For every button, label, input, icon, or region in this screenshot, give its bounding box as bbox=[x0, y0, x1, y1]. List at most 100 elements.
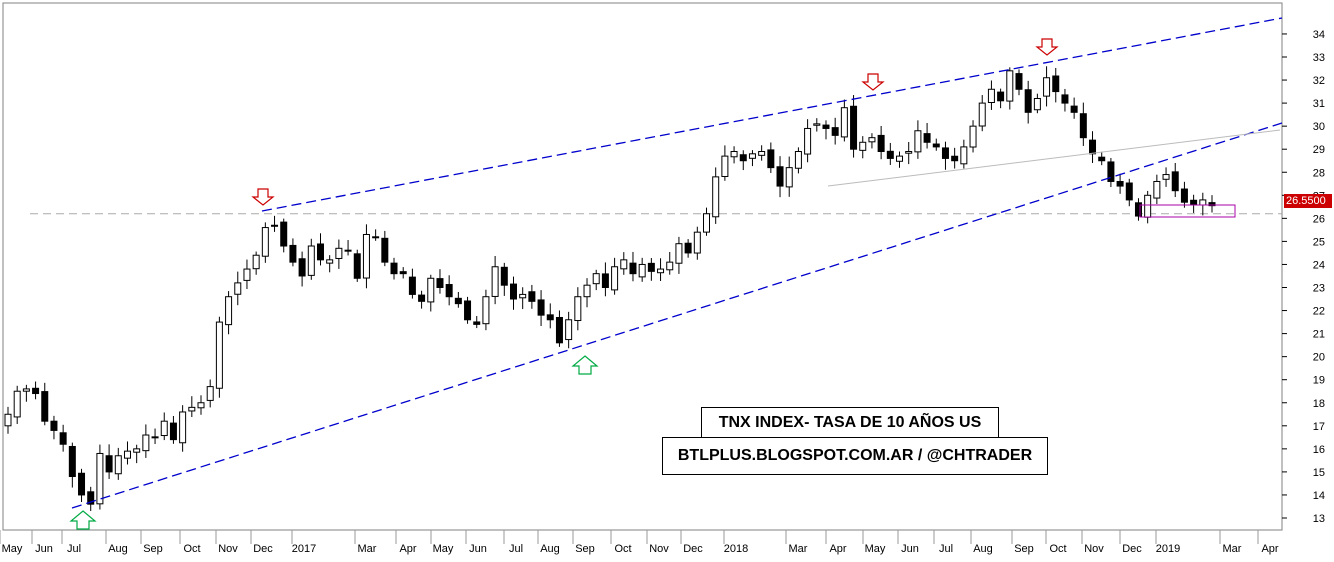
x-tick-label: Nov bbox=[218, 543, 238, 555]
candle-body bbox=[1180, 188, 1188, 203]
candle-body bbox=[941, 147, 949, 159]
candle-body bbox=[537, 299, 545, 316]
candle-body bbox=[1006, 70, 1014, 102]
candle-body bbox=[684, 242, 692, 254]
candle-body bbox=[905, 151, 913, 154]
x-tick-label: Sep bbox=[575, 543, 595, 555]
candle-body bbox=[78, 472, 86, 496]
y-tick-label: 31 bbox=[1313, 98, 1325, 110]
x-tick-label: Aug bbox=[973, 543, 993, 555]
candle-body bbox=[418, 294, 426, 302]
candle-body bbox=[500, 266, 508, 286]
candle-body bbox=[601, 273, 609, 288]
candle-body bbox=[316, 243, 324, 261]
candle-body bbox=[712, 176, 720, 218]
candle-body bbox=[868, 137, 876, 143]
x-tick-label: May bbox=[2, 543, 23, 555]
candle-body bbox=[1125, 182, 1133, 201]
x-tick-label: Aug bbox=[540, 543, 560, 555]
candle-body bbox=[160, 420, 168, 437]
candle-body bbox=[574, 296, 582, 322]
candle-body bbox=[243, 268, 251, 281]
candle-body bbox=[703, 213, 711, 233]
candle-body bbox=[445, 284, 453, 298]
y-tick-label: 13 bbox=[1313, 513, 1325, 525]
candle-body bbox=[307, 245, 315, 276]
candle-body bbox=[68, 445, 76, 478]
candle-body bbox=[491, 266, 499, 297]
candle-body bbox=[528, 291, 536, 302]
x-tick-label: May bbox=[865, 543, 886, 555]
support-zone-box bbox=[1139, 204, 1236, 218]
candle-body bbox=[767, 149, 775, 169]
candle-body bbox=[96, 452, 104, 505]
candle-body bbox=[454, 297, 462, 305]
last-price-badge: 26.5500 bbox=[1284, 194, 1332, 208]
x-tick-label: Nov bbox=[649, 543, 669, 555]
candle-body bbox=[850, 105, 858, 150]
candle-body bbox=[215, 321, 223, 389]
candle-body bbox=[1024, 89, 1032, 113]
x-tick-label: Jun bbox=[35, 543, 53, 555]
x-tick-label: Jul bbox=[939, 543, 953, 555]
candle-body bbox=[372, 236, 380, 239]
candle-body bbox=[896, 155, 904, 162]
candle-body bbox=[969, 125, 977, 148]
y-tick-label: 29 bbox=[1313, 144, 1325, 156]
candle-body bbox=[482, 296, 490, 325]
y-tick-label: 33 bbox=[1313, 52, 1325, 64]
y-tick-label: 19 bbox=[1313, 375, 1325, 387]
candle-body bbox=[225, 296, 233, 326]
candle-body bbox=[840, 107, 848, 138]
candle-body bbox=[464, 300, 472, 321]
candle-body bbox=[951, 155, 959, 162]
candle-body bbox=[206, 386, 214, 401]
candle-body bbox=[546, 314, 554, 321]
x-tick-label: Jun bbox=[901, 543, 919, 555]
candle-body bbox=[629, 262, 637, 275]
chart-title-box: TNX INDEX- TASA DE 10 AÑOS US bbox=[701, 407, 999, 438]
y-tick-label: 23 bbox=[1313, 283, 1325, 295]
upper-channel-line bbox=[261, 17, 1283, 212]
x-tick-label: 2019 bbox=[1156, 543, 1180, 555]
candle-body bbox=[758, 151, 766, 156]
candle-body bbox=[914, 130, 922, 153]
candle-body bbox=[776, 166, 784, 187]
y-tick-label: 34 bbox=[1313, 29, 1325, 41]
candle-body bbox=[831, 127, 839, 136]
candle-body bbox=[813, 123, 821, 126]
candle-body bbox=[271, 224, 279, 227]
candle-body bbox=[675, 243, 683, 264]
candle-body bbox=[509, 283, 517, 300]
candle-body bbox=[555, 316, 563, 344]
x-tick-label: 2018 bbox=[724, 543, 748, 555]
x-tick-label: May bbox=[433, 543, 454, 555]
candle-body bbox=[13, 390, 21, 418]
candle-body bbox=[721, 155, 729, 177]
y-tick-label: 14 bbox=[1313, 490, 1325, 502]
candle-body bbox=[1089, 139, 1097, 155]
x-tick-label: Sep bbox=[1014, 543, 1034, 555]
candle-body bbox=[592, 273, 600, 285]
candle-body bbox=[381, 237, 389, 263]
y-tick-label: 25 bbox=[1313, 236, 1325, 248]
candle-body bbox=[427, 277, 435, 303]
y-tick-label: 17 bbox=[1313, 421, 1325, 433]
candle-body bbox=[859, 141, 867, 151]
candle-body bbox=[620, 259, 628, 270]
x-tick-label: Apr bbox=[829, 543, 846, 555]
candle-body bbox=[785, 167, 793, 188]
candle-body bbox=[519, 293, 527, 299]
candle-body bbox=[1052, 75, 1060, 93]
lower-channel-line bbox=[71, 122, 1283, 509]
source-label-box: BTLPLUS.BLOGSPOT.COM.AR / @CHTRADER bbox=[662, 437, 1048, 475]
candle-body bbox=[362, 233, 370, 279]
candle-body bbox=[4, 413, 12, 427]
candle-body bbox=[261, 227, 269, 257]
candle-body bbox=[1033, 97, 1041, 111]
y-tick-label: 28 bbox=[1313, 167, 1325, 179]
candle-body bbox=[1079, 113, 1087, 139]
candle-body bbox=[289, 244, 297, 263]
candle-body bbox=[886, 150, 894, 159]
